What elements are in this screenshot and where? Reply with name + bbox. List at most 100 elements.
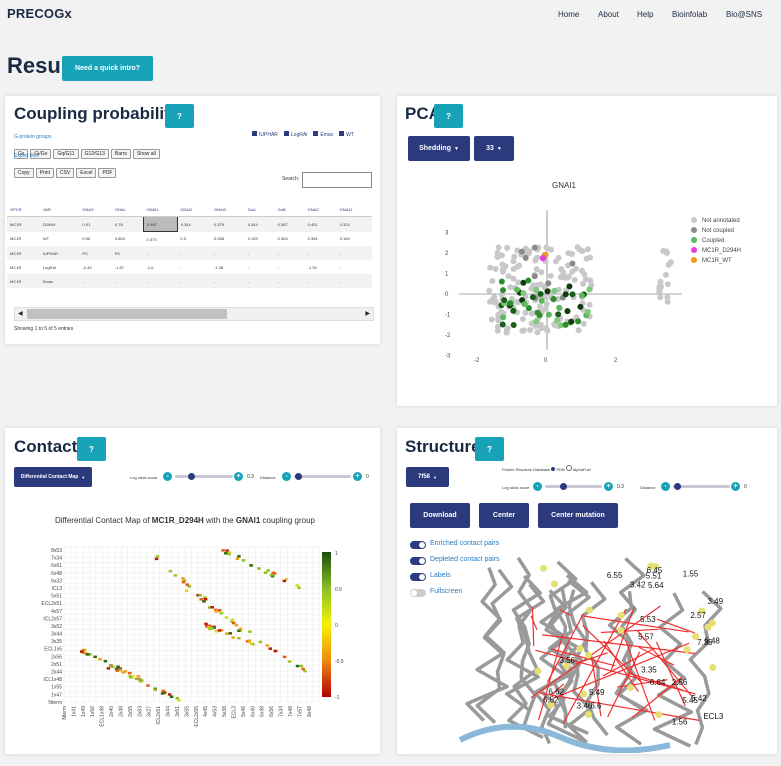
column-header[interactable]: VAR — [39, 202, 80, 217]
export-excel-button[interactable]: Excel — [76, 168, 97, 178]
export-print-button[interactable]: Print — [35, 168, 54, 178]
group-gigo-button[interactable]: Gi/Go — [30, 149, 52, 159]
column-header[interactable]: GNAZ — [304, 202, 337, 217]
point-coupled — [538, 297, 545, 304]
scroll-left-icon[interactable]: ◀ — [18, 311, 23, 317]
logodds-minus-button[interactable]: - — [163, 472, 172, 481]
residue-label: 6.6 — [590, 701, 602, 710]
coupling-help-button[interactable]: ? — [165, 104, 194, 128]
nav-home[interactable]: Home — [558, 10, 580, 19]
column-header[interactable]: GNAI3 — [210, 202, 245, 217]
structure-distance-minus-button[interactable]: - — [661, 482, 670, 491]
heatmap-cell — [282, 579, 287, 583]
export-pdf-button[interactable]: PDF — [98, 168, 117, 178]
group-gqg11-button[interactable]: Gq/G11 — [53, 149, 79, 159]
pca-shedding-dropdown[interactable]: Shedding ▼ — [408, 136, 470, 161]
structure-pdb-dropdown[interactable]: 7f58 ▼ — [406, 467, 449, 487]
download-button[interactable]: Download — [410, 503, 470, 528]
depleted-toggle[interactable] — [410, 557, 426, 565]
structure-distance-slider[interactable] — [673, 485, 730, 488]
distance-slider-knob[interactable] — [295, 473, 302, 480]
table-cell: 0.373 — [146, 236, 157, 242]
point-coupled — [520, 279, 527, 286]
contacts-map-dropdown[interactable]: Differential Contact Map ▼ — [14, 467, 92, 487]
legend-lograi[interactable]: LogRAi — [283, 131, 307, 138]
export-files-label: Export files — [14, 153, 39, 159]
point-coupled — [564, 308, 571, 315]
group-g12g13-button[interactable]: G12/G13 — [80, 149, 109, 159]
search-input[interactable] — [302, 172, 372, 188]
heatmap-cell — [297, 586, 301, 590]
point-not-annotated — [527, 326, 534, 333]
center-button[interactable]: Center — [479, 503, 529, 528]
residue-label: 3.46 — [577, 702, 593, 711]
table-row: MC1R WT 0.96 0.854 0.373 0.5 0.358 0.159 0.364 0.… — [7, 232, 372, 247]
structure-3d-viewer[interactable]: 6.6 ECL3 6.64 6.55 5.645.51 3.35 3.42 5.53 3.46 3… — [450, 545, 775, 753]
nav-help[interactable]: Help — [637, 10, 654, 19]
nav-about[interactable]: About — [598, 10, 619, 19]
nav-bioinfolab[interactable]: Bioinfolab — [672, 10, 708, 19]
enriched-toggle[interactable] — [410, 541, 426, 549]
heatmap-cell — [234, 623, 239, 627]
pca-help-button[interactable]: ? — [434, 104, 463, 128]
table-horizontal-scrollbar[interactable]: ◀ ▶ — [14, 307, 374, 321]
distance-slider[interactable] — [294, 475, 351, 478]
legend-wt[interactable]: WT — [339, 131, 354, 138]
labels-toggle[interactable] — [410, 573, 426, 581]
brand-logo[interactable]: PRECOGx — [7, 6, 72, 21]
scrollbar-thumb[interactable] — [27, 309, 227, 319]
column-header[interactable]: GoB — [274, 202, 305, 217]
fullscreen-toggle[interactable] — [410, 589, 426, 597]
heatmap-cell — [214, 630, 219, 633]
column-header[interactable]: GNAS — [79, 202, 112, 217]
center-mutation-button[interactable]: Center mutation — [538, 503, 618, 528]
legend-emax[interactable]: Emax — [313, 131, 333, 138]
distance-plus-button[interactable]: + — [353, 472, 362, 481]
heatmap-cell — [82, 648, 87, 652]
column-header[interactable]: GNAI2 — [177, 202, 211, 217]
table-cell: - — [339, 264, 342, 270]
column-header[interactable]: GNA11 — [336, 202, 372, 217]
point-not-annotated — [505, 273, 512, 280]
contacts-help-button[interactable]: ? — [77, 437, 106, 461]
structure-distance-knob[interactable] — [674, 483, 681, 490]
structure-help-button[interactable]: ? — [475, 437, 504, 461]
group-showall-button[interactable]: Show all — [132, 149, 160, 159]
intro-button[interactable]: Need a quick intro? — [62, 56, 153, 81]
heatmap-cell — [93, 655, 97, 659]
radio-alphafold-icon[interactable] — [565, 465, 572, 471]
pca-number-dropdown[interactable]: 33 ▼ — [474, 136, 514, 161]
x-axis-label: 6x48 — [260, 706, 266, 717]
heatmap-cell — [106, 667, 111, 670]
column-header[interactable]: GNAL — [111, 202, 144, 217]
column-header[interactable]: GoA — [244, 202, 275, 217]
column-header[interactable]: GPCR — [7, 202, 40, 217]
heatmap-cell — [230, 620, 234, 623]
y-axis-label: 2x51 — [51, 662, 62, 668]
distance-minus-button[interactable]: - — [282, 472, 291, 481]
nav-biosns[interactable]: Bio@SNS — [726, 10, 763, 19]
structure-logodds-slider[interactable] — [545, 485, 602, 488]
y-axis-label: ECL1x5 — [44, 647, 62, 653]
structure-logodds-minus-button[interactable]: - — [533, 482, 542, 491]
helix-ribbon — [652, 592, 694, 748]
structure-logodds-plus-button[interactable]: + — [604, 482, 613, 491]
logodds-slider-knob[interactable] — [188, 473, 195, 480]
scroll-right-icon[interactable]: ▶ — [365, 311, 370, 317]
structure-title: Structure — [405, 437, 481, 456]
legend-iuphar[interactable]: IUPHAR — [252, 131, 278, 138]
point-not-annotated — [534, 282, 541, 289]
y-tick-label: 0 — [445, 292, 449, 298]
logodds-slider[interactable] — [175, 475, 233, 478]
group-gs-button[interactable]: Gs — [14, 149, 29, 159]
export-copy-button[interactable]: Copy — [14, 168, 34, 178]
group-barrs-button[interactable]: Barrs — [110, 149, 131, 159]
heatmap-cell — [230, 618, 235, 622]
logodds-plus-button[interactable]: + — [234, 472, 243, 481]
column-header[interactable]: GNAI1 — [143, 202, 178, 217]
structure-logodds-knob[interactable] — [560, 483, 567, 490]
radio-pdb-icon[interactable] — [551, 467, 556, 471]
structure-distance-plus-button[interactable]: + — [731, 482, 740, 491]
heatmap-cell — [213, 608, 218, 612]
export-csv-button[interactable]: CSV — [55, 168, 75, 178]
